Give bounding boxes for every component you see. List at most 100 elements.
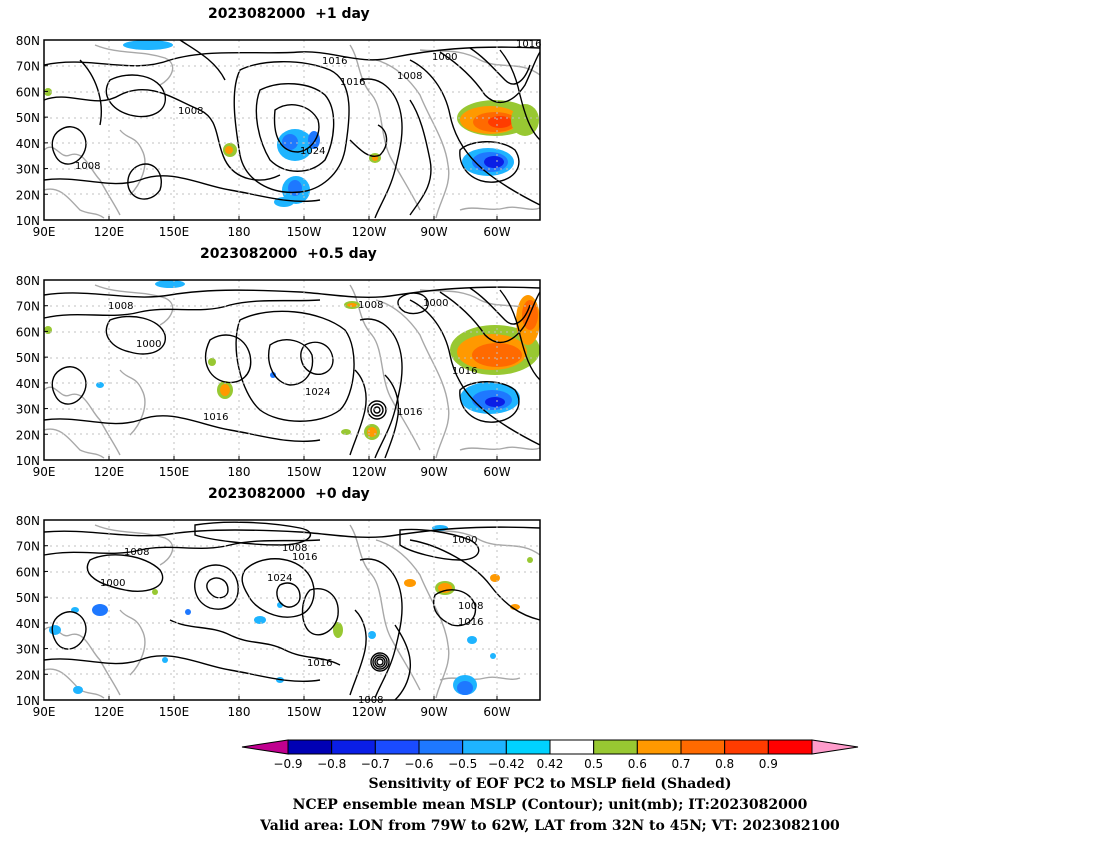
latitude-tick-label: 60N: [16, 325, 40, 339]
contour-label: 1016: [307, 658, 332, 669]
colorbar-tick-label: −0.7: [361, 757, 390, 771]
latitude-tick-label: 60N: [16, 565, 40, 579]
sensitivity-shading: [44, 40, 539, 207]
contour-label: 1008: [108, 301, 133, 312]
latitude-tick-label: 70N: [16, 540, 40, 554]
contour-label: 1016: [203, 412, 228, 423]
longitude-tick-label: 90E: [33, 225, 56, 239]
gridlines: [44, 280, 540, 460]
longitude-tick-label: 150W: [287, 465, 322, 479]
colorbar-tick-label: 0.6: [628, 757, 647, 771]
colorbar-arrow-low: [241, 739, 289, 755]
contour-label: 1000: [423, 298, 448, 309]
longitude-tick-label: 150E: [159, 465, 190, 479]
latitude-tick-label: 50N: [16, 351, 40, 365]
longitude-tick-label: 120E: [94, 705, 125, 719]
map-panel-1: 1016 1000 1016 1008 1016 1008 1024 1008: [43, 39, 541, 221]
latitude-tick-label: 10N: [16, 454, 40, 468]
panel-title-2: 2023082000 +0.5 day: [200, 246, 377, 262]
latitude-tick-label: 20N: [16, 428, 40, 442]
caption-line-3: Valid area: LON from 79W to 62W, LAT fro…: [260, 818, 840, 834]
colorbar-tick-label: 0.42: [537, 757, 564, 771]
longitude-tick-label: 120E: [94, 465, 125, 479]
contour-label: 1016: [452, 366, 477, 377]
colorbar-tick-label: −0.8: [317, 757, 346, 771]
contour-label: 1016: [516, 39, 541, 50]
contour-labels: 1016 1000 1016 1008 1016 1008 1024 1008: [75, 39, 541, 172]
longitude-tick-label: 90W: [420, 225, 447, 239]
colorbar-box: [767, 739, 813, 755]
colorbar-tick-label: 0.8: [715, 757, 734, 771]
colorbar-box: [462, 739, 507, 755]
longitude-tick-label: 90E: [33, 705, 56, 719]
colorbar-tick-label: 0.7: [671, 757, 690, 771]
latitude-tick-label: 70N: [16, 300, 40, 314]
latitude-tick-label: 80N: [16, 34, 40, 48]
contour-label: 1000: [452, 535, 477, 546]
contour-label: 1008: [75, 161, 100, 172]
colorbar-box: [549, 739, 595, 755]
colorbar-box: [331, 739, 376, 755]
contour-label: 1008: [397, 71, 422, 82]
map-frame: [43, 39, 541, 221]
contour-label: 1024: [300, 146, 325, 157]
contour-label: 1024: [267, 573, 292, 584]
contour-label: 1000: [100, 578, 125, 589]
colorbar-box: [593, 739, 638, 755]
gridlines: [44, 520, 540, 700]
latitude-tick-label: 60N: [16, 85, 40, 99]
latitude-tick-label: 20N: [16, 188, 40, 202]
longitude-tick-label: 120W: [352, 705, 387, 719]
contour-label: 1008: [282, 543, 307, 554]
panel-title-1: 2023082000 +1 day: [208, 6, 370, 22]
contour-label: 1008: [178, 106, 203, 117]
colorbar-tick-label: −0.5: [448, 757, 477, 771]
colorbar: −0.9 −0.8 −0.7 −0.6 −0.5 −0.42 0.42 0.5 0.6 0.7 0.…: [241, 739, 859, 771]
colorbar-tick-label: −0.9: [273, 757, 302, 771]
contour-label: 1016: [397, 407, 422, 418]
map-panel-3: 1008 1008 1016 1000 1000 1024 1008 1016 …: [43, 519, 541, 706]
colorbar-tick-label: −0.42: [488, 757, 525, 771]
contour-label: 1000: [432, 52, 457, 63]
longitude-tick-label: 60W: [483, 465, 510, 479]
longitude-tick-label: 150W: [287, 705, 322, 719]
latitude-tick-label: 40N: [16, 377, 40, 391]
contour-label: 1008: [358, 300, 383, 311]
latitude-tick-label: 50N: [16, 591, 40, 605]
longitude-tick-label: 90W: [420, 705, 447, 719]
contour-label: 1016: [340, 77, 365, 88]
latitude-tick-label: 30N: [16, 163, 40, 177]
longitude-tick-label: 150E: [159, 225, 190, 239]
contour-label: 1000: [136, 339, 161, 350]
colorbar-box: [724, 739, 769, 755]
longitude-tick-label: 120W: [352, 465, 387, 479]
colorbar-box: [636, 739, 682, 755]
longitude-tick-label: 120W: [352, 225, 387, 239]
latitude-tick-label: 10N: [16, 694, 40, 708]
colorbar-box: [418, 739, 464, 755]
contour-label: 1008: [458, 601, 483, 612]
colorbar-box: [680, 739, 726, 755]
map-frame: [43, 279, 541, 461]
longitude-tick-label: 180: [228, 465, 251, 479]
longitude-tick-label: 90W: [420, 465, 447, 479]
isobars: [43, 521, 541, 701]
latitude-tick-label: 50N: [16, 111, 40, 125]
colorbar-arrow-high: [811, 739, 859, 755]
latitude-tick-label: 40N: [16, 137, 40, 151]
latitude-tick-label: 10N: [16, 214, 40, 228]
contour-labels: 1008 1008 1000 1000 1016 1024 1016 1016: [108, 298, 477, 423]
colorbar-tick-label: 0.9: [759, 757, 778, 771]
colorbar-tick-label: −0.6: [404, 757, 433, 771]
latitude-tick-label: 40N: [16, 617, 40, 631]
sensitivity-shading: [44, 280, 540, 440]
colorbar-box: [374, 739, 420, 755]
map-frame: [43, 519, 541, 701]
colorbar-box: [505, 739, 551, 755]
colorbar-box: [287, 739, 333, 755]
latitude-tick-label: 80N: [16, 274, 40, 288]
latitude-tick-label: 80N: [16, 514, 40, 528]
contour-label: 1016: [292, 552, 317, 563]
